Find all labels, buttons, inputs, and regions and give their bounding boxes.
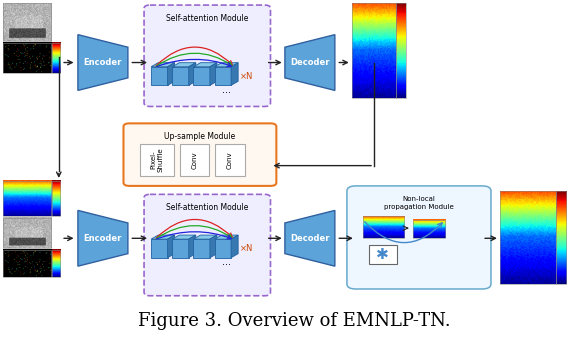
Text: Self-attention Module: Self-attention Module	[166, 14, 249, 23]
Text: Encoder: Encoder	[83, 234, 122, 243]
Polygon shape	[151, 235, 175, 239]
Text: ...: ...	[222, 84, 231, 95]
Bar	[3, 43, 51, 73]
Polygon shape	[215, 63, 238, 67]
Bar	[352, 3, 396, 98]
Polygon shape	[172, 235, 196, 239]
Text: Figure 3. Overview of EMNLP-TN.: Figure 3. Overview of EMNLP-TN.	[138, 312, 450, 330]
Bar	[172, 67, 189, 86]
Polygon shape	[151, 63, 175, 67]
Bar	[193, 67, 210, 86]
FancyBboxPatch shape	[347, 186, 491, 289]
Text: Self-attention Module: Self-attention Module	[166, 203, 249, 212]
Text: Decoder: Decoder	[290, 234, 330, 243]
Polygon shape	[231, 63, 238, 86]
Bar	[369, 245, 397, 264]
Polygon shape	[172, 63, 196, 67]
Bar	[52, 250, 60, 277]
Bar	[396, 3, 406, 98]
Bar	[3, 250, 51, 277]
FancyBboxPatch shape	[144, 5, 270, 106]
Text: Conv: Conv	[192, 151, 198, 169]
Bar	[363, 216, 404, 238]
Polygon shape	[215, 235, 238, 239]
Bar	[215, 67, 231, 86]
Text: Encoder: Encoder	[83, 58, 122, 67]
Text: Pixel-
Shuffle: Pixel- Shuffle	[151, 147, 163, 172]
Polygon shape	[168, 235, 175, 258]
Bar	[151, 239, 168, 258]
Bar	[151, 67, 168, 86]
Bar	[556, 191, 566, 284]
Bar	[3, 218, 51, 248]
Text: Conv: Conv	[227, 151, 233, 169]
Bar	[140, 144, 174, 176]
Polygon shape	[193, 235, 217, 239]
Bar	[52, 43, 60, 73]
Text: ✱: ✱	[376, 247, 389, 262]
Polygon shape	[231, 235, 238, 258]
Polygon shape	[193, 63, 217, 67]
Text: Up-sample Module: Up-sample Module	[164, 132, 236, 141]
Bar	[3, 3, 51, 41]
Bar	[193, 239, 210, 258]
Polygon shape	[285, 210, 335, 266]
Text: Decoder: Decoder	[290, 58, 330, 67]
Polygon shape	[189, 235, 196, 258]
Bar	[413, 220, 445, 238]
Bar	[3, 181, 51, 216]
Polygon shape	[285, 34, 335, 91]
Bar	[172, 239, 189, 258]
Bar	[215, 144, 245, 176]
FancyBboxPatch shape	[144, 194, 270, 296]
Bar	[215, 239, 231, 258]
Polygon shape	[210, 63, 217, 86]
Polygon shape	[168, 63, 175, 86]
Text: Non-local
propagation Module: Non-local propagation Module	[384, 196, 454, 210]
FancyBboxPatch shape	[123, 123, 276, 186]
Text: ×N: ×N	[240, 244, 253, 253]
Polygon shape	[210, 235, 217, 258]
Bar	[52, 181, 60, 216]
Bar	[180, 144, 209, 176]
Polygon shape	[189, 63, 196, 86]
Text: ...: ...	[222, 257, 231, 267]
Text: ×N: ×N	[240, 72, 253, 80]
Polygon shape	[78, 210, 128, 266]
Polygon shape	[78, 34, 128, 91]
Bar	[500, 191, 556, 284]
